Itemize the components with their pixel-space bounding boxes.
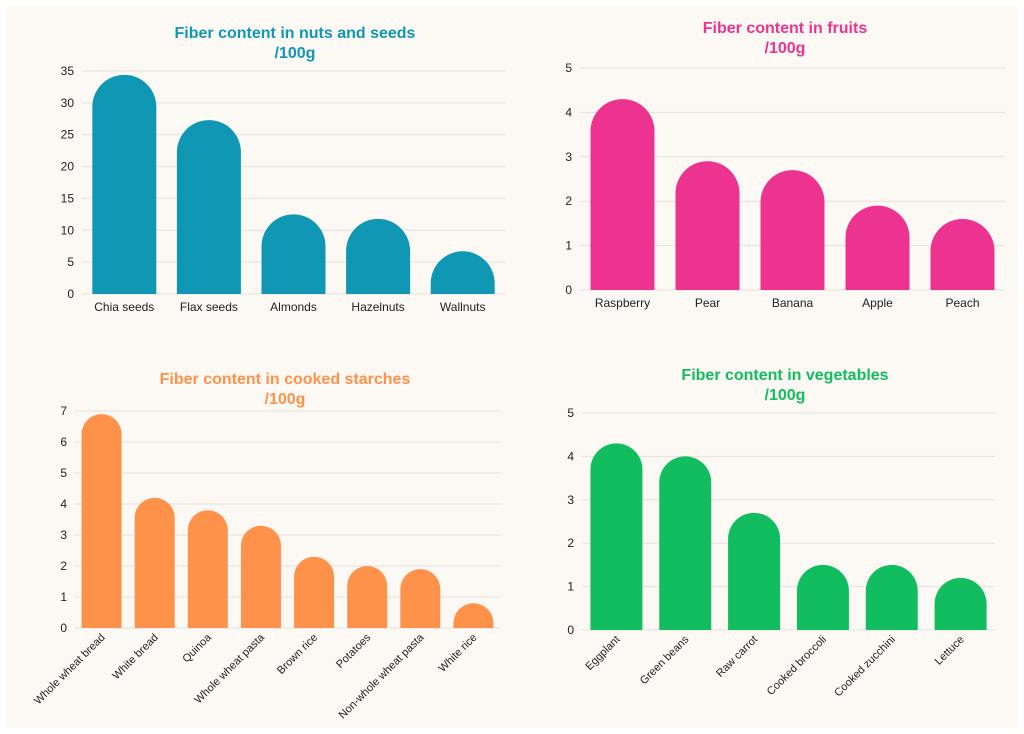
bar — [400, 569, 441, 628]
x-tick-label: Hazelnuts — [351, 300, 404, 314]
bar — [346, 218, 411, 294]
chart-title-line2: /100g — [264, 391, 306, 408]
bar — [728, 512, 781, 630]
x-tick-label: Cooked broccoli — [765, 634, 829, 698]
bar — [590, 443, 643, 630]
y-tick-label: 1 — [60, 590, 67, 604]
y-tick-label: 0 — [565, 283, 572, 297]
x-tick-label: Raspberry — [595, 296, 650, 310]
y-tick-label: 35 — [61, 64, 75, 78]
y-tick-label: 3 — [565, 150, 572, 164]
y-tick-label: 25 — [61, 128, 75, 142]
y-tick-label: 20 — [61, 160, 75, 174]
x-tick-label: Cooked zucchini — [832, 634, 898, 700]
y-tick-label: 3 — [567, 493, 574, 507]
bar — [659, 456, 712, 630]
x-tick-label: Green beans — [638, 633, 692, 687]
x-tick-label: Quinoa — [180, 631, 214, 665]
y-tick-label: 6 — [60, 435, 67, 449]
x-tick-label: Flax seeds — [180, 300, 238, 314]
y-tick-label: 0 — [67, 287, 74, 301]
bar — [930, 218, 995, 290]
y-tick-label: 0 — [567, 623, 574, 637]
x-tick-label: Pear — [695, 296, 720, 310]
y-tick-label: 7 — [60, 404, 67, 418]
x-tick-label: Brown rice — [275, 632, 320, 677]
chart-title: Fiber content in cooked starches /100g — [55, 370, 515, 410]
x-tick-label: Banana — [772, 296, 814, 310]
chart-plot: 0 5 10 15 20 25 30 35 Chia seeds Flax seeds Almond… — [61, 64, 505, 314]
x-tick-label: Chia seeds — [94, 300, 154, 314]
y-tick-label: 4 — [60, 497, 67, 511]
bar — [294, 556, 335, 628]
y-tick-label: 5 — [565, 61, 572, 75]
bar — [430, 251, 495, 294]
nuts-seeds-chart: Fiber content in nuts and seeds /100g 0 5… — [60, 24, 530, 324]
bar — [134, 497, 175, 628]
bar — [675, 161, 740, 290]
y-tick-label: 15 — [61, 191, 75, 205]
y-tick-label: 5 — [67, 255, 74, 269]
y-tick-label: 10 — [61, 223, 75, 237]
bar — [845, 205, 910, 290]
x-tick-label: White bread — [110, 632, 160, 682]
x-tick-label: Wallnuts — [440, 300, 486, 314]
bar — [865, 564, 918, 630]
bar — [934, 577, 987, 630]
bar — [347, 566, 388, 628]
x-tick-label: Apple — [862, 296, 893, 310]
bar — [590, 99, 655, 290]
bar — [81, 414, 122, 628]
x-tick-label: Raw carrot — [714, 634, 760, 680]
bar — [176, 120, 241, 294]
y-tick-label: 1 — [565, 239, 572, 253]
y-tick-label: 30 — [61, 96, 75, 110]
bar — [760, 170, 825, 290]
y-tick-label: 5 — [60, 466, 67, 480]
y-tick-label: 4 — [565, 105, 572, 119]
x-tick-label: Non-whole wheat pasta — [337, 631, 427, 721]
x-tick-label: Almonds — [270, 300, 317, 314]
vegetables-chart: Fiber content in vegetables /100g 0 1 2 3 4 5… — [560, 366, 1010, 730]
x-tick-label: Lettuce — [933, 634, 967, 668]
bar — [453, 603, 494, 628]
y-tick-label: 1 — [567, 580, 574, 594]
bar — [240, 525, 281, 628]
y-tick-label: 2 — [565, 194, 572, 208]
chart-title: Fiber content in vegetables /100g — [560, 366, 1010, 406]
x-tick-label: Potatoes — [334, 631, 374, 671]
y-tick-label: 5 — [567, 406, 574, 420]
y-tick-label: 4 — [567, 449, 574, 463]
fruits-chart: Fiber content in fruits /100g 0 1 2 3 4 5 Rasp… — [560, 19, 1010, 319]
chart-title: Fiber content in nuts and seeds /100g — [60, 24, 530, 64]
bar — [187, 510, 228, 628]
y-tick-label: 2 — [567, 536, 574, 550]
bar — [92, 74, 157, 294]
y-tick-label: 2 — [60, 559, 67, 573]
x-tick-label: Peach — [945, 296, 979, 310]
chart-title-line2: /100g — [764, 40, 806, 57]
starches-chart: Fiber content in cooked starches /100g 0… — [32, 370, 515, 730]
y-tick-label: 3 — [60, 528, 67, 542]
chart-title-line2: /100g — [274, 45, 316, 62]
x-tick-label: White rice — [436, 632, 479, 675]
x-tick-label: Eggplant — [583, 634, 622, 673]
bar — [796, 564, 849, 630]
bar — [261, 214, 326, 294]
chart-title: Fiber content in fruits /100g — [560, 19, 1010, 59]
chart-title-line1: Fiber content in cooked starches — [159, 371, 411, 388]
chart-title-line1: Fiber content in vegetables — [681, 367, 889, 384]
y-tick-label: 0 — [60, 621, 67, 635]
chart-title-line2: /100g — [764, 387, 806, 404]
chart-plot: 0 1 2 3 4 5 Raspberry Pear Banana Apple Peach — [565, 61, 1005, 310]
chart-title-line1: Fiber content in fruits — [702, 20, 868, 37]
chart-title-line1: Fiber content in nuts and seeds — [174, 25, 416, 42]
